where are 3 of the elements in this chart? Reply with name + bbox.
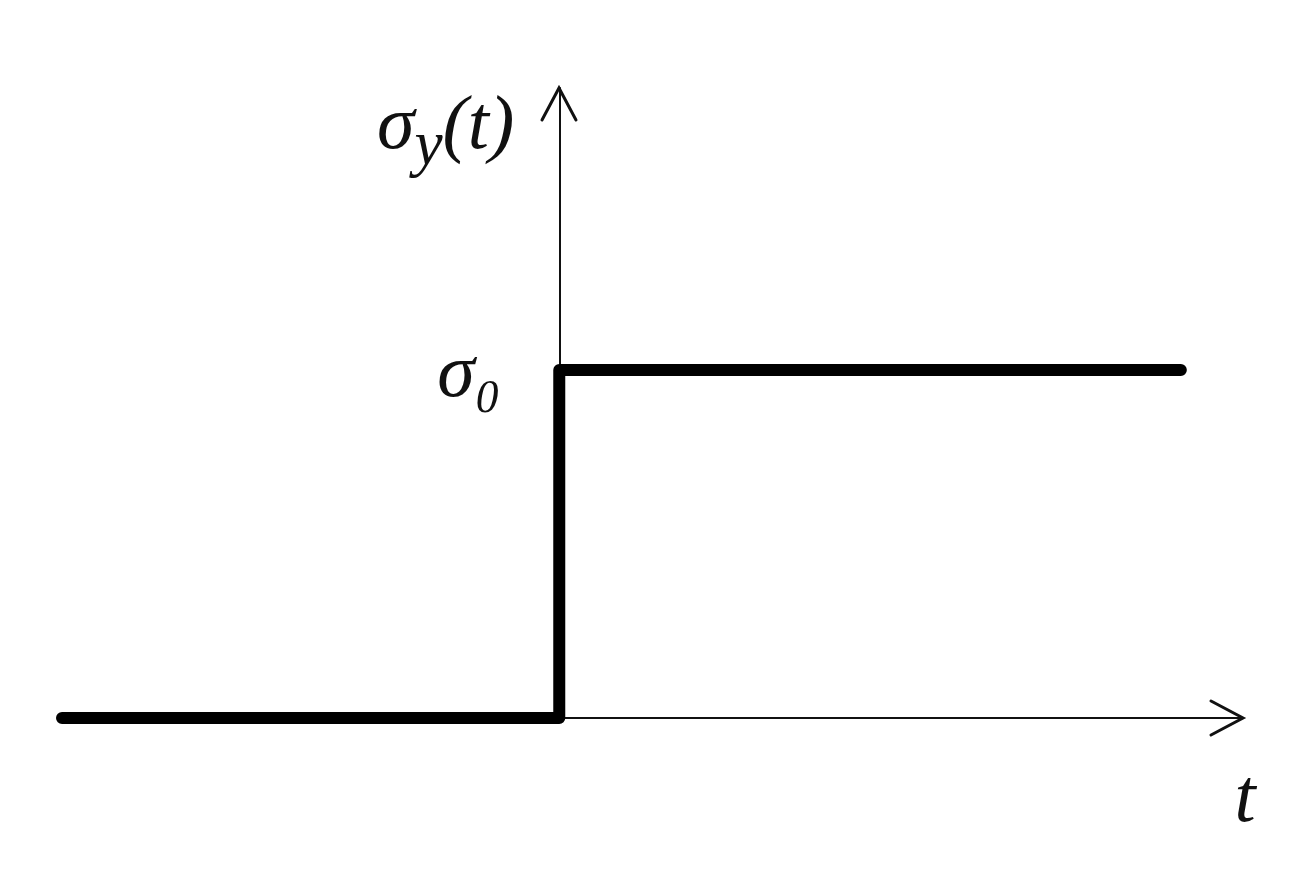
annotation: σ₀	[437, 327, 502, 412]
x-axis-title: t	[1234, 753, 1256, 837]
y-axis-title: σ$_{y}$(t)	[376, 80, 515, 179]
